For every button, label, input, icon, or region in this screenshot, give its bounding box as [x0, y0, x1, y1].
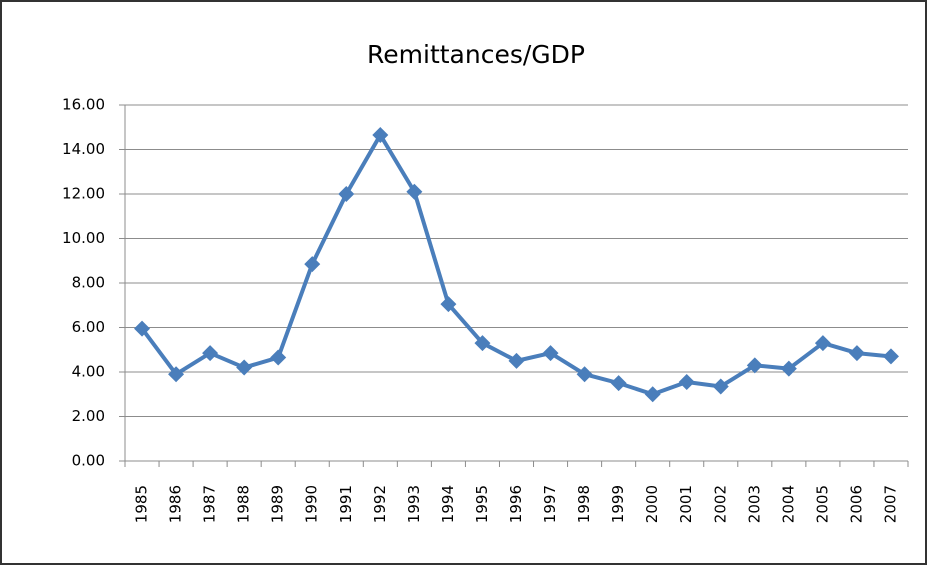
x-tick-label: 1988	[235, 485, 253, 523]
y-tick-label: 10.00	[62, 229, 105, 247]
data-marker	[304, 256, 321, 273]
data-marker	[814, 335, 831, 352]
x-tick-label: 1993	[405, 485, 423, 523]
x-tick-label: 1994	[439, 485, 457, 523]
x-tick-label: 2001	[677, 485, 695, 523]
data-marker	[848, 345, 865, 362]
x-tick-label: 1985	[133, 485, 151, 523]
data-marker	[644, 386, 661, 403]
y-tick-label: 0.00	[72, 452, 105, 470]
y-tick-label: 6.00	[72, 318, 105, 336]
x-tick-label: 1989	[269, 485, 287, 523]
x-tick-label: 1997	[541, 485, 559, 523]
data-marker	[372, 127, 389, 144]
data-marker	[610, 375, 627, 392]
y-tick-label: 8.00	[72, 274, 105, 292]
x-tick-label: 1995	[473, 485, 491, 523]
y-tick-label: 14.00	[62, 140, 105, 158]
y-tick-label: 12.00	[62, 185, 105, 203]
data-marker	[338, 186, 355, 202]
data-marker	[746, 357, 763, 374]
x-tick-label: 1999	[609, 485, 627, 523]
data-marker	[474, 335, 491, 352]
x-tick-label: 2002	[711, 485, 729, 523]
x-tick-label: 2003	[745, 485, 763, 523]
x-tick-label: 2006	[847, 485, 865, 523]
data-marker	[134, 320, 151, 337]
y-tick-label: 4.00	[72, 363, 105, 381]
data-marker	[882, 348, 899, 365]
chart-title: Remittances/GDP	[367, 40, 585, 69]
y-tick-label: 2.00	[72, 407, 105, 425]
x-tick-label: 2007	[881, 485, 899, 523]
data-marker	[202, 345, 219, 362]
x-tick-label: 1991	[337, 485, 355, 523]
data-marker	[508, 352, 525, 369]
data-marker	[780, 360, 797, 377]
data-marker	[168, 366, 185, 383]
data-marker	[542, 345, 559, 362]
x-tick-label: 1996	[507, 485, 525, 523]
data-marker	[406, 183, 423, 200]
x-tick-label: 1992	[371, 485, 389, 523]
y-tick-label: 16.00	[62, 96, 105, 114]
x-tick-label: 2004	[779, 485, 797, 523]
data-marker	[576, 366, 593, 383]
data-marker	[712, 378, 729, 395]
x-tick-label: 2000	[643, 485, 661, 523]
x-tick-label: 1986	[167, 485, 185, 523]
data-marker	[440, 296, 457, 313]
x-tick-label: 2005	[813, 485, 831, 523]
data-marker	[678, 374, 695, 391]
data-marker	[270, 349, 287, 366]
x-tick-label: 1990	[303, 485, 321, 523]
x-tick-label: 1998	[575, 485, 593, 523]
x-tick-label: 1987	[201, 485, 219, 523]
data-marker	[236, 359, 253, 376]
